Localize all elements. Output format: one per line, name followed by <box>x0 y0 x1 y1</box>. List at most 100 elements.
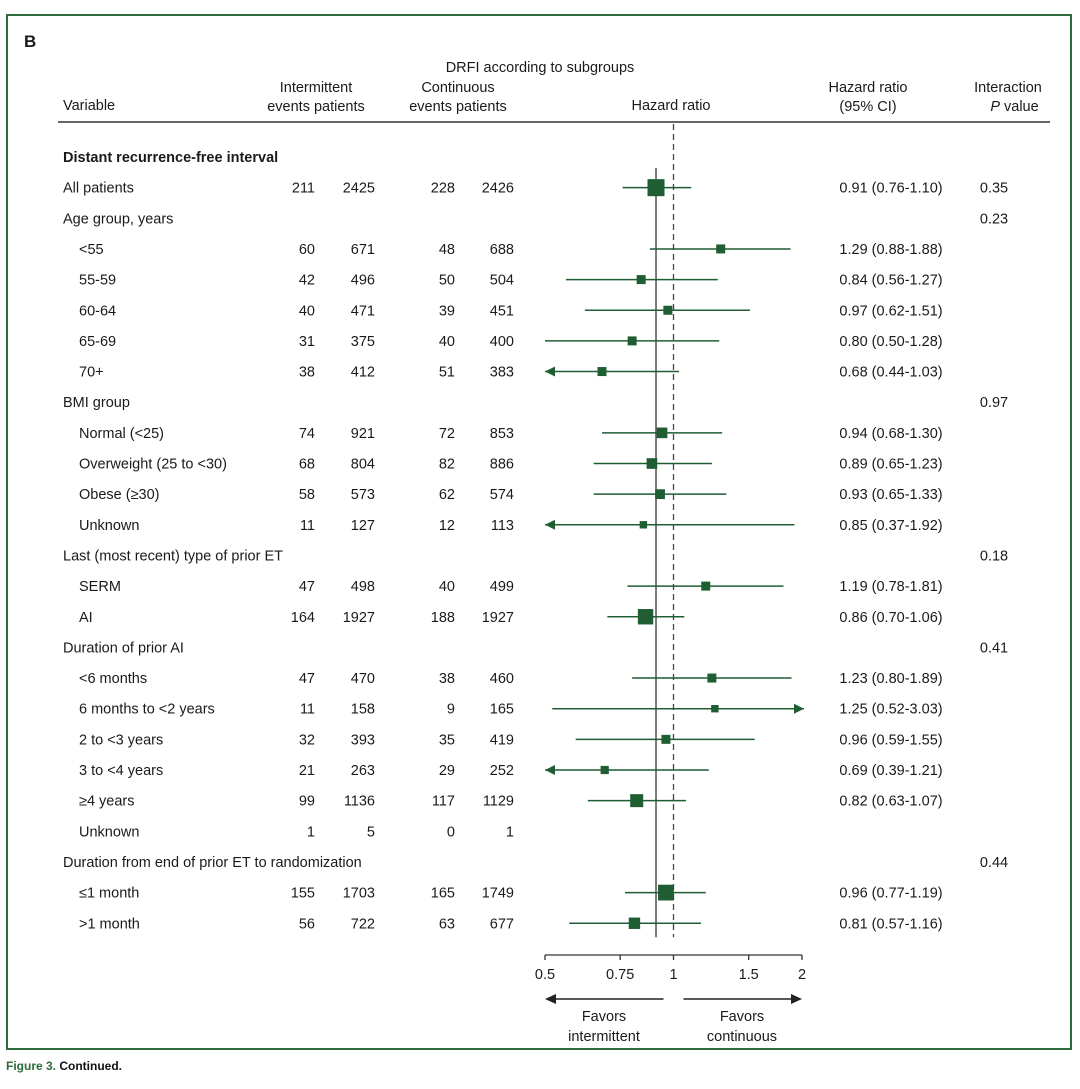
row-15-intermittent-patients: 1927 <box>343 610 375 626</box>
row-23-interaction-p-value: 0.44 <box>980 855 1008 871</box>
row-22-label: Unknown <box>79 824 139 840</box>
header-interaction-value: value <box>1004 99 1039 115</box>
row-7-intermittent-events: 38 <box>299 365 315 381</box>
row-6-intermittent-patients: 375 <box>351 334 375 350</box>
favors-right-arrow <box>791 994 802 1004</box>
favors-left-arrow <box>545 994 556 1004</box>
row-15-label: AI <box>79 610 93 626</box>
row-22-intermittent-events: 1 <box>307 824 315 840</box>
row-18-intermittent-patients: 158 <box>351 702 375 718</box>
row-24-intermittent-patients: 1703 <box>343 886 375 902</box>
row-15-intermittent-events: 164 <box>291 610 315 626</box>
row-9-continuous-patients: 853 <box>490 426 514 442</box>
row-6-hr-ci-text: 0.80 (0.50-1.28) <box>839 334 942 350</box>
row-17-label: <6 months <box>79 671 147 687</box>
row-7-estimate-marker <box>597 367 607 377</box>
figure-frame <box>6 14 1072 1050</box>
row-7-ci-arrow-left <box>545 366 555 377</box>
row-21-intermittent-events: 99 <box>299 794 315 810</box>
row-11-label: Obese (≥30) <box>79 487 160 503</box>
row-17-intermittent-events: 47 <box>299 671 315 687</box>
row-10-hr-ci-text: 0.89 (0.65-1.23) <box>839 457 942 473</box>
row-25-hr-ci-text: 0.81 (0.57-1.16) <box>839 916 942 932</box>
row-6-label: 65-69 <box>79 334 116 350</box>
favors-left-label-2: intermittent <box>568 1029 640 1045</box>
row-24-intermittent-events: 155 <box>291 886 315 902</box>
row-8-interaction-p-value: 0.97 <box>980 395 1008 411</box>
row-3-continuous-events: 48 <box>439 242 455 258</box>
row-25-estimate-marker <box>628 917 641 929</box>
row-3-estimate-marker <box>716 244 726 254</box>
row-9-label: Normal (<25) <box>79 426 164 442</box>
row-18-label: 6 months to <2 years <box>79 702 215 718</box>
row-21-intermittent-patients: 1136 <box>344 794 375 810</box>
x-tick-label-1: 0.75 <box>606 967 634 983</box>
row-18-ci-arrow-right <box>794 703 804 714</box>
row-5-intermittent-events: 40 <box>299 303 315 319</box>
row-11-hr-ci-text: 0.93 (0.65-1.33) <box>839 487 942 503</box>
row-16-interaction-p-value: 0.41 <box>980 640 1008 656</box>
row-25-label: >1 month <box>79 916 140 932</box>
row-14-label: SERM <box>79 579 121 595</box>
row-17-intermittent-patients: 470 <box>351 671 375 687</box>
row-3-intermittent-events: 60 <box>299 242 315 258</box>
row-1-interaction-p-value: 0.35 <box>980 181 1008 197</box>
forest-plot: B DRFI according to subgroups Variable Inte… <box>24 32 1050 1045</box>
row-12-ci-arrow-left <box>545 519 555 530</box>
favors-right-label-2: continuous <box>707 1029 777 1045</box>
row-5-hr-ci-text: 0.97 (0.62-1.51) <box>839 303 942 319</box>
row-20-hr-ci-text: 0.69 (0.39-1.21) <box>839 763 942 779</box>
favors-left-label-1: Favors <box>582 1009 626 1025</box>
row-3-hr-ci-text: 1.29 (0.88-1.88) <box>839 242 942 258</box>
header-intermittent-sub: events patients <box>267 99 365 115</box>
row-4-continuous-events: 50 <box>439 273 455 289</box>
row-9-estimate-marker <box>656 427 668 439</box>
row-15-continuous-patients: 1927 <box>482 610 514 626</box>
row-10-intermittent-events: 68 <box>299 457 315 473</box>
row-20-continuous-events: 29 <box>439 763 455 779</box>
header-continuous-title: Continuous <box>421 80 494 96</box>
row-4-estimate-marker <box>636 275 646 285</box>
row-15-hr-ci-text: 0.86 (0.70-1.06) <box>839 610 942 626</box>
row-13-interaction-p-value: 0.18 <box>980 548 1008 564</box>
row-11-continuous-events: 62 <box>439 487 455 503</box>
row-18-hr-ci-text: 1.25 (0.52-3.03) <box>839 702 942 718</box>
row-19-intermittent-events: 32 <box>299 732 315 748</box>
row-12-intermittent-events: 11 <box>300 518 315 534</box>
row-1-intermittent-patients: 2425 <box>343 181 375 197</box>
row-23-label: Duration from end of prior ET to randomi… <box>63 855 362 871</box>
row-22-continuous-events: 0 <box>447 824 455 840</box>
row-11-intermittent-events: 58 <box>299 487 315 503</box>
row-20-intermittent-patients: 263 <box>351 763 375 779</box>
header-variable: Variable <box>63 98 115 114</box>
row-24-estimate-marker <box>658 884 674 901</box>
row-3-label: <55 <box>79 242 104 258</box>
row-7-label: 70+ <box>79 365 104 381</box>
row-10-intermittent-patients: 804 <box>351 457 375 473</box>
row-11-intermittent-patients: 573 <box>351 487 375 503</box>
row-5-intermittent-patients: 471 <box>351 303 375 319</box>
row-25-continuous-events: 63 <box>439 916 455 932</box>
row-24-label: ≤1 month <box>79 886 139 902</box>
row-20-intermittent-events: 21 <box>299 763 315 779</box>
row-24-continuous-events: 165 <box>431 886 455 902</box>
row-21-label: ≥4 years <box>79 794 135 810</box>
row-19-continuous-patients: 419 <box>490 732 514 748</box>
row-3-intermittent-patients: 671 <box>351 242 375 258</box>
row-1-label: All patients <box>63 181 134 197</box>
row-12-hr-ci-text: 0.85 (0.37-1.92) <box>839 518 942 534</box>
row-1-estimate-marker <box>647 179 665 197</box>
row-17-continuous-events: 38 <box>439 671 455 687</box>
x-tick-label-0: 0.5 <box>535 967 555 983</box>
row-15-continuous-events: 188 <box>431 610 455 626</box>
row-9-intermittent-events: 74 <box>299 426 315 442</box>
row-6-estimate-marker <box>627 336 637 346</box>
header-continuous-sub: events patients <box>409 99 507 115</box>
row-11-continuous-patients: 574 <box>490 487 514 503</box>
figure-number: Figure 3. <box>6 1059 57 1073</box>
row-19-continuous-events: 35 <box>439 732 455 748</box>
figure-caption-text: Continued. <box>59 1059 123 1073</box>
row-16-label: Duration of prior AI <box>63 640 184 656</box>
row-4-hr-ci-text: 0.84 (0.56-1.27) <box>839 273 942 289</box>
row-10-estimate-marker <box>646 458 658 469</box>
